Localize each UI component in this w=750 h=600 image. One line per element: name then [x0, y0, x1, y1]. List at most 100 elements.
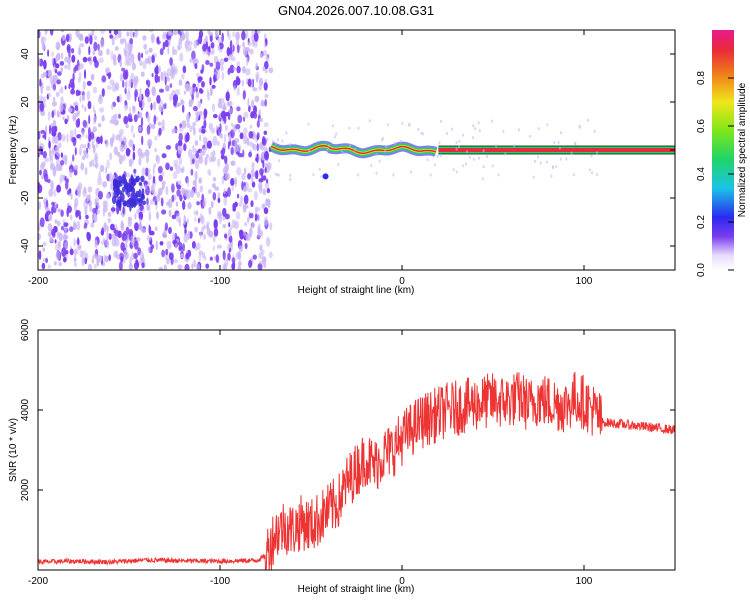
noise-blob — [262, 136, 266, 145]
noise-blob — [88, 133, 92, 142]
noise-blob — [100, 38, 105, 49]
noise-blob — [257, 213, 260, 222]
colorbar-tick-label-2: 0.4 — [696, 167, 707, 181]
signal-speck — [274, 172, 277, 176]
noise-blob — [87, 57, 91, 62]
signal-speck — [478, 129, 481, 133]
noise-blob — [78, 71, 82, 80]
noise-blob — [118, 113, 121, 119]
noise-blob — [175, 201, 179, 207]
noise-blob — [77, 117, 80, 128]
noise-blob — [126, 43, 130, 53]
noise-blob — [190, 86, 194, 93]
noise-blob — [151, 73, 154, 78]
noise-blob — [159, 241, 164, 246]
noise-blob — [202, 136, 208, 144]
signal-speck — [318, 167, 321, 171]
noise-blob — [105, 67, 111, 74]
noise-blob — [232, 44, 235, 53]
noise-blob — [47, 49, 50, 57]
signal-speck — [477, 121, 480, 125]
noise-blob — [243, 111, 249, 119]
noise-cluster-blob — [132, 178, 135, 184]
noise-blob — [248, 131, 254, 139]
signal-speck — [408, 123, 411, 127]
noise-blob — [61, 247, 67, 258]
signal-speck — [382, 136, 384, 140]
noise-region — [38, 30, 274, 270]
noise-blob — [222, 250, 226, 261]
noise-blob — [63, 222, 69, 228]
noise-blob — [193, 210, 199, 216]
spectrogram-y-ticks: -40 -20 0 20 40 — [20, 48, 675, 253]
noise-blob — [138, 157, 142, 166]
spectrogram-y-label: Frequency (Hz) — [8, 116, 19, 185]
noise-blob — [221, 32, 224, 43]
noise-blob — [133, 252, 138, 260]
noise-blob — [163, 103, 167, 110]
noise-cluster-blob — [136, 198, 142, 203]
noise-blob — [194, 159, 200, 170]
noise-blob — [165, 85, 170, 91]
noise-blob — [59, 61, 65, 66]
noise-blob — [175, 164, 181, 175]
noise-blob — [93, 263, 97, 269]
noise-blob — [63, 235, 67, 241]
colorbar-tick-label-3: 0.6 — [696, 119, 707, 133]
noise-blob — [183, 233, 189, 243]
noise-blob — [161, 34, 167, 40]
noise-blob — [268, 67, 274, 74]
signal-speck — [497, 173, 500, 177]
noise-blob — [232, 31, 236, 38]
noise-blob — [243, 231, 247, 237]
signal-speck — [440, 119, 442, 123]
noise-blob — [113, 60, 117, 66]
noise-blob — [192, 158, 195, 165]
noise-blob — [78, 244, 82, 250]
noise-blob — [103, 254, 106, 262]
noise-blob — [150, 102, 153, 111]
noise-blob — [53, 188, 57, 197]
noise-blob — [155, 194, 161, 202]
noise-blob — [109, 79, 115, 86]
noise-blob — [190, 168, 194, 176]
noise-blob — [226, 30, 229, 38]
noise-blob — [74, 147, 77, 156]
noise-cluster-blob — [122, 200, 128, 207]
noise-cluster-blob — [128, 197, 133, 203]
noise-blob — [73, 238, 76, 247]
noise-blob — [55, 91, 60, 98]
noise-blob — [258, 142, 263, 150]
noise-blob — [128, 79, 132, 88]
noise-blob — [124, 87, 127, 95]
spec-x-tick-label-1: -100 — [210, 276, 230, 287]
noise-blob — [262, 66, 266, 72]
signal-speck — [558, 146, 561, 150]
noise-blob — [231, 185, 235, 192]
noise-blob — [186, 218, 189, 224]
noise-blob — [236, 44, 240, 54]
signal-speck — [462, 133, 464, 137]
noise-blob — [90, 222, 95, 228]
noise-blob — [246, 137, 250, 146]
noise-blob — [50, 162, 55, 171]
noise-blob — [82, 119, 87, 128]
noise-blob — [205, 60, 210, 65]
noise-blob — [155, 240, 159, 251]
noise-blob — [171, 128, 177, 133]
noise-blob — [184, 83, 189, 90]
noise-cluster-blob — [141, 188, 145, 198]
noise-blob — [249, 48, 254, 55]
noise-blob — [117, 30, 122, 39]
noise-blob — [194, 63, 198, 70]
noise-blob — [196, 201, 200, 206]
noise-blob — [250, 111, 255, 117]
signal-speck — [502, 129, 505, 133]
noise-blob — [211, 84, 216, 89]
noise-blob — [170, 256, 174, 266]
noise-blob — [227, 228, 232, 238]
signal-speck — [574, 142, 577, 146]
signal-speck — [452, 168, 455, 172]
signal-speck — [557, 140, 560, 144]
noise-blob — [122, 230, 128, 241]
